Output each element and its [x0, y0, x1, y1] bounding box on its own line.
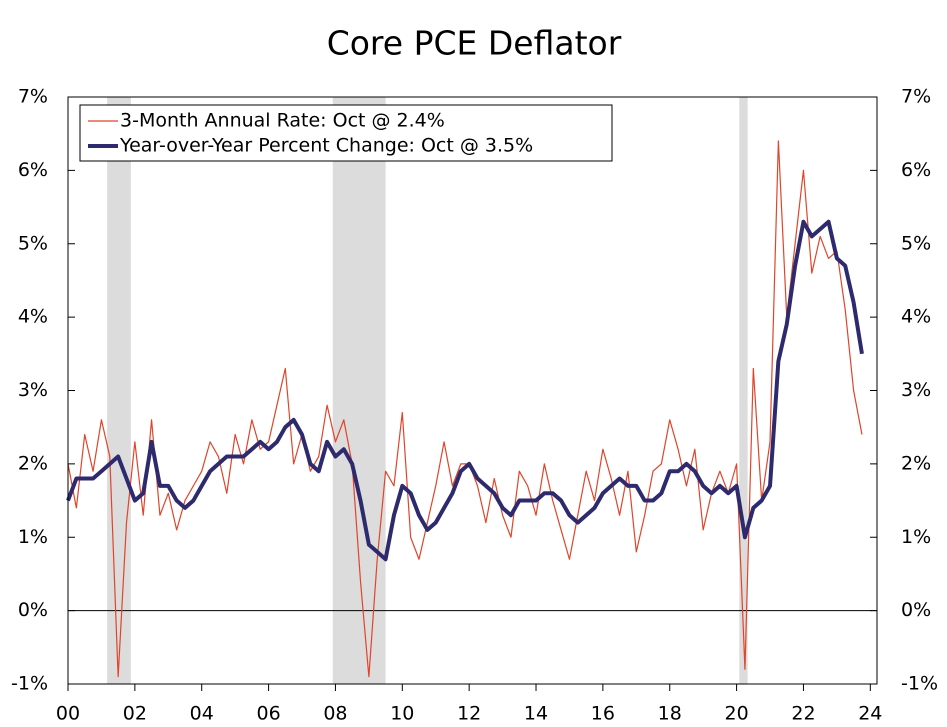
y2-tick-label: -1% — [901, 673, 938, 695]
x-tick-label: 20 — [725, 703, 749, 725]
x-tick-label: 02 — [123, 703, 147, 725]
legend-label: Year-over-Year Percent Change: Oct @ 3.5… — [119, 135, 533, 157]
x-tick-label: 22 — [791, 703, 815, 725]
y-tick-label: 7% — [18, 86, 48, 108]
recession-band — [107, 97, 131, 684]
x-tick-label: 08 — [323, 703, 347, 725]
legend-label: 3-Month Annual Rate: Oct @ 2.4% — [120, 110, 445, 132]
legend-box — [79, 104, 613, 162]
y2-tick-label: 5% — [901, 232, 931, 254]
y2-tick-label: 3% — [901, 379, 931, 401]
y-tick-label: 3% — [18, 379, 48, 401]
series-line — [67, 140, 863, 678]
y2-tick-label: 0% — [901, 599, 931, 621]
recession-band — [332, 97, 386, 684]
x-tick-label: 00 — [56, 703, 80, 725]
x-tick-label: 04 — [190, 703, 214, 725]
x-tick-label: 06 — [256, 703, 280, 725]
chart-title: Core PCE Deflator — [327, 24, 622, 63]
x-tick-label: 24 — [858, 703, 882, 725]
y-tick-label: 0% — [18, 599, 48, 621]
x-tick-label: 16 — [591, 703, 615, 725]
plot-frame — [67, 96, 878, 685]
series-line — [66, 219, 864, 562]
x-tick-label: 12 — [457, 703, 481, 725]
y2-tick-label: 2% — [901, 452, 931, 474]
x-tick-label: 14 — [524, 703, 548, 725]
y2-tick-label: 1% — [901, 526, 931, 548]
y-tick-label: 1% — [18, 526, 48, 548]
y-tick-label: 4% — [18, 306, 48, 328]
y2-tick-label: 7% — [901, 86, 931, 108]
x-tick-label: 18 — [658, 703, 682, 725]
y-tick-label: 2% — [18, 452, 48, 474]
y2-tick-label: 4% — [901, 306, 931, 328]
y-tick-label: 5% — [18, 232, 48, 254]
x-tick-label: 10 — [390, 703, 414, 725]
y-tick-label: -1% — [11, 673, 48, 695]
recession-band — [739, 97, 748, 684]
y2-tick-label: 6% — [901, 159, 931, 181]
y-tick-label: 6% — [18, 159, 48, 181]
